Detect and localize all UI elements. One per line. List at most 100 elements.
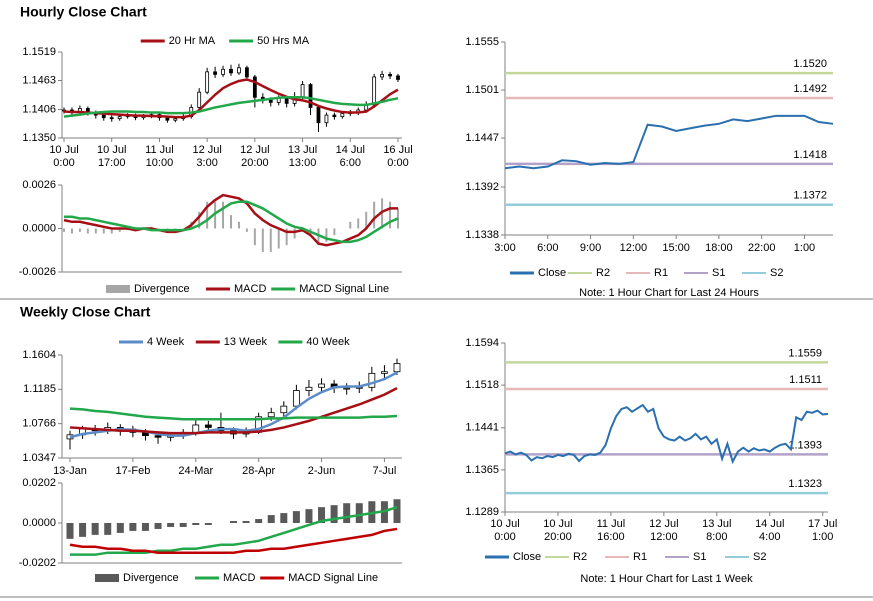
x-tick-label: 11 Jul xyxy=(597,518,626,530)
series-line xyxy=(69,371,398,439)
x-tick-label: 10 Jul xyxy=(490,518,519,530)
candle-body xyxy=(381,371,388,374)
y-tick-label: 1.1518 xyxy=(465,379,499,391)
divergence-bar xyxy=(253,228,256,246)
candle-body xyxy=(221,68,225,75)
x-tick-label: 24-Mar xyxy=(178,465,213,477)
y-tick-label: 1.1392 xyxy=(465,181,499,193)
divergence-bar xyxy=(293,228,296,239)
legend-label: Close xyxy=(513,551,541,563)
x-tick-label: 8:00 xyxy=(706,531,727,543)
series-line xyxy=(69,386,398,435)
candle-body xyxy=(237,67,241,74)
divergence-bar xyxy=(292,511,300,523)
x-tick-label: 13 Jul xyxy=(702,518,731,530)
y-tick-label: 1.1289 xyxy=(465,506,499,518)
divergence-bar xyxy=(198,211,201,229)
series-line xyxy=(70,505,398,556)
divergence-bar xyxy=(255,519,263,523)
divergence-bar xyxy=(381,198,384,229)
series-line xyxy=(504,114,834,170)
series-line xyxy=(69,527,398,554)
y-tick-label: 1.1365 xyxy=(465,464,499,476)
candle-body xyxy=(213,71,217,75)
divergence-bar xyxy=(389,201,392,229)
legend-label: MACD Signal Line xyxy=(299,283,389,295)
divergence-bar xyxy=(154,523,162,529)
series-line xyxy=(504,403,829,465)
divergence-bar xyxy=(245,228,248,232)
divergence-bar xyxy=(102,228,105,234)
x-tick-label: 6:00 xyxy=(537,242,558,254)
candle-body xyxy=(280,405,288,414)
x-tick-label: 12 Jul xyxy=(649,518,678,530)
series-line xyxy=(69,407,398,421)
candle-body xyxy=(205,71,210,93)
divergence-bar xyxy=(222,201,225,229)
x-tick-label: 12 Jul xyxy=(192,144,221,156)
divergence-bar xyxy=(393,499,401,523)
y-tick-label: 1.1604 xyxy=(22,349,56,361)
y-tick-label: 1.1594 xyxy=(465,337,499,349)
series-line xyxy=(63,78,399,119)
level-label: 1.1492 xyxy=(793,83,827,95)
divergence-bar xyxy=(86,228,89,234)
y-tick-label: 1.0766 xyxy=(22,418,56,430)
candle-body xyxy=(305,386,313,391)
level-label: 1.1323 xyxy=(788,478,822,490)
x-tick-label: 20:00 xyxy=(241,157,269,169)
candle-body xyxy=(300,84,305,98)
y-tick-label: 1.1441 xyxy=(465,422,499,434)
legend-label: S1 xyxy=(693,551,706,563)
divergence-bar xyxy=(267,515,275,523)
x-tick-label: 17 Jul xyxy=(808,518,837,530)
divergence-bar xyxy=(355,503,363,523)
candle-body xyxy=(393,363,401,373)
legend-label: 13 Week xyxy=(224,336,268,348)
legend-label: S2 xyxy=(753,551,766,563)
legend-label: 20 Hr MA xyxy=(169,35,216,47)
level-label: 1.1393 xyxy=(788,439,822,451)
divergence-bar xyxy=(129,523,137,531)
legend-label: S2 xyxy=(770,267,783,279)
x-tick-label: 10 Jul xyxy=(543,518,572,530)
divergence-bar xyxy=(305,509,313,523)
legend-label: R1 xyxy=(633,551,647,563)
divergence-bar xyxy=(110,228,113,234)
level-label: 1.1520 xyxy=(793,58,827,70)
y-tick-label: 1.1338 xyxy=(465,229,499,241)
legend-label: R1 xyxy=(654,267,668,279)
legend-label: 50 Hrs MA xyxy=(257,35,310,47)
divergence-bar xyxy=(116,523,124,533)
divergence-bar xyxy=(104,523,112,535)
divergence-bar xyxy=(94,228,97,234)
divergence-bar xyxy=(242,521,250,523)
divergence-bar xyxy=(214,201,217,229)
x-tick-label: 14 Jul xyxy=(336,144,365,156)
x-tick-label: 15:00 xyxy=(662,242,690,254)
divergence-bar xyxy=(118,228,121,232)
x-tick-label: 9:00 xyxy=(580,242,601,254)
candle-body xyxy=(109,117,114,120)
x-tick-label: 12 Jul xyxy=(240,144,269,156)
section-title: Weekly Close Chart xyxy=(20,304,151,320)
legend-label: 40 Week xyxy=(306,336,350,348)
candle-body xyxy=(380,73,384,78)
y-tick-label: 1.1350 xyxy=(22,132,56,144)
y-tick-label: 1.1555 xyxy=(465,36,499,48)
candle-body xyxy=(324,114,329,124)
candle-body xyxy=(318,383,325,388)
x-tick-label: 4:00 xyxy=(759,531,780,543)
y-tick-label: -0.0202 xyxy=(19,557,56,569)
candle-body xyxy=(316,107,321,124)
divergence-bar xyxy=(280,513,288,523)
divergence-bar xyxy=(325,228,328,242)
legend-label: MACD Signal Line xyxy=(288,572,378,584)
x-tick-label: 14 Jul xyxy=(755,518,784,530)
candle-body xyxy=(292,390,300,407)
x-tick-label: 0:00 xyxy=(53,157,74,169)
series-line xyxy=(64,200,399,244)
x-tick-label: 22:00 xyxy=(748,242,776,254)
legend-swatch xyxy=(95,574,119,582)
